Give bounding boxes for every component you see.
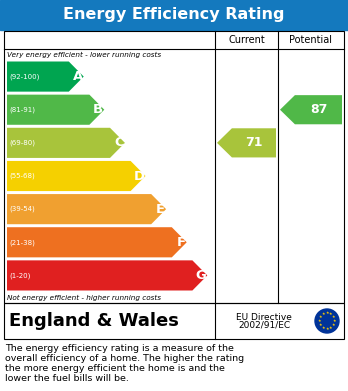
Text: Not energy efficient - higher running costs: Not energy efficient - higher running co… [7, 294, 161, 301]
Text: F: F [176, 236, 186, 249]
Text: overall efficiency of a home. The higher the rating: overall efficiency of a home. The higher… [5, 354, 244, 363]
Bar [4, 303, 344, 339]
Text: 2002/91/EC: 2002/91/EC [238, 321, 290, 330]
Text: The energy efficiency rating is a measure of the: The energy efficiency rating is a measur… [5, 344, 234, 353]
Text: ★: ★ [318, 323, 322, 327]
Text: 71: 71 [245, 136, 263, 149]
Text: (69-80): (69-80) [9, 140, 35, 146]
Text: E: E [156, 203, 165, 216]
Text: England & Wales: England & Wales [9, 312, 179, 330]
Polygon shape [7, 227, 187, 257]
Polygon shape [7, 61, 84, 91]
Polygon shape [217, 128, 276, 158]
Text: ★: ★ [332, 323, 335, 327]
Bar [0, 0, 348, 30]
Text: D: D [133, 170, 144, 183]
Text: lower the fuel bills will be.: lower the fuel bills will be. [5, 374, 129, 383]
Polygon shape [7, 95, 104, 125]
Text: Potential: Potential [290, 35, 332, 45]
Text: ★: ★ [318, 315, 322, 319]
Text: ★: ★ [329, 312, 333, 316]
Text: (1-20): (1-20) [9, 272, 30, 279]
Polygon shape [7, 260, 207, 291]
Text: (21-38): (21-38) [9, 239, 35, 246]
Text: ★: ★ [317, 319, 321, 323]
Circle shape [315, 309, 339, 333]
Text: the more energy efficient the home is and the: the more energy efficient the home is an… [5, 364, 225, 373]
Text: ★: ★ [325, 311, 329, 315]
Text: C: C [114, 136, 124, 149]
Text: Current: Current [228, 35, 265, 45]
Polygon shape [7, 128, 125, 158]
Polygon shape [7, 161, 145, 191]
Text: (39-54): (39-54) [9, 206, 35, 212]
Text: (81-91): (81-91) [9, 106, 35, 113]
Text: (92-100): (92-100) [9, 74, 39, 80]
Text: A: A [72, 70, 83, 83]
Text: 87: 87 [310, 103, 327, 116]
Bar [4, 31, 344, 303]
Text: ★: ★ [321, 326, 325, 330]
Text: G: G [196, 269, 206, 282]
Text: ★: ★ [321, 312, 325, 316]
Text: Very energy efficient - lower running costs: Very energy efficient - lower running co… [7, 52, 161, 57]
Text: EU Directive: EU Directive [236, 313, 292, 322]
Text: ★: ★ [329, 326, 333, 330]
Polygon shape [7, 194, 166, 224]
Text: ★: ★ [325, 327, 329, 331]
Text: (55-68): (55-68) [9, 173, 35, 179]
Text: B: B [93, 103, 103, 116]
Text: ★: ★ [332, 315, 335, 319]
Text: ★: ★ [333, 319, 337, 323]
Polygon shape [280, 95, 342, 124]
Text: Energy Efficiency Rating: Energy Efficiency Rating [63, 7, 285, 23]
